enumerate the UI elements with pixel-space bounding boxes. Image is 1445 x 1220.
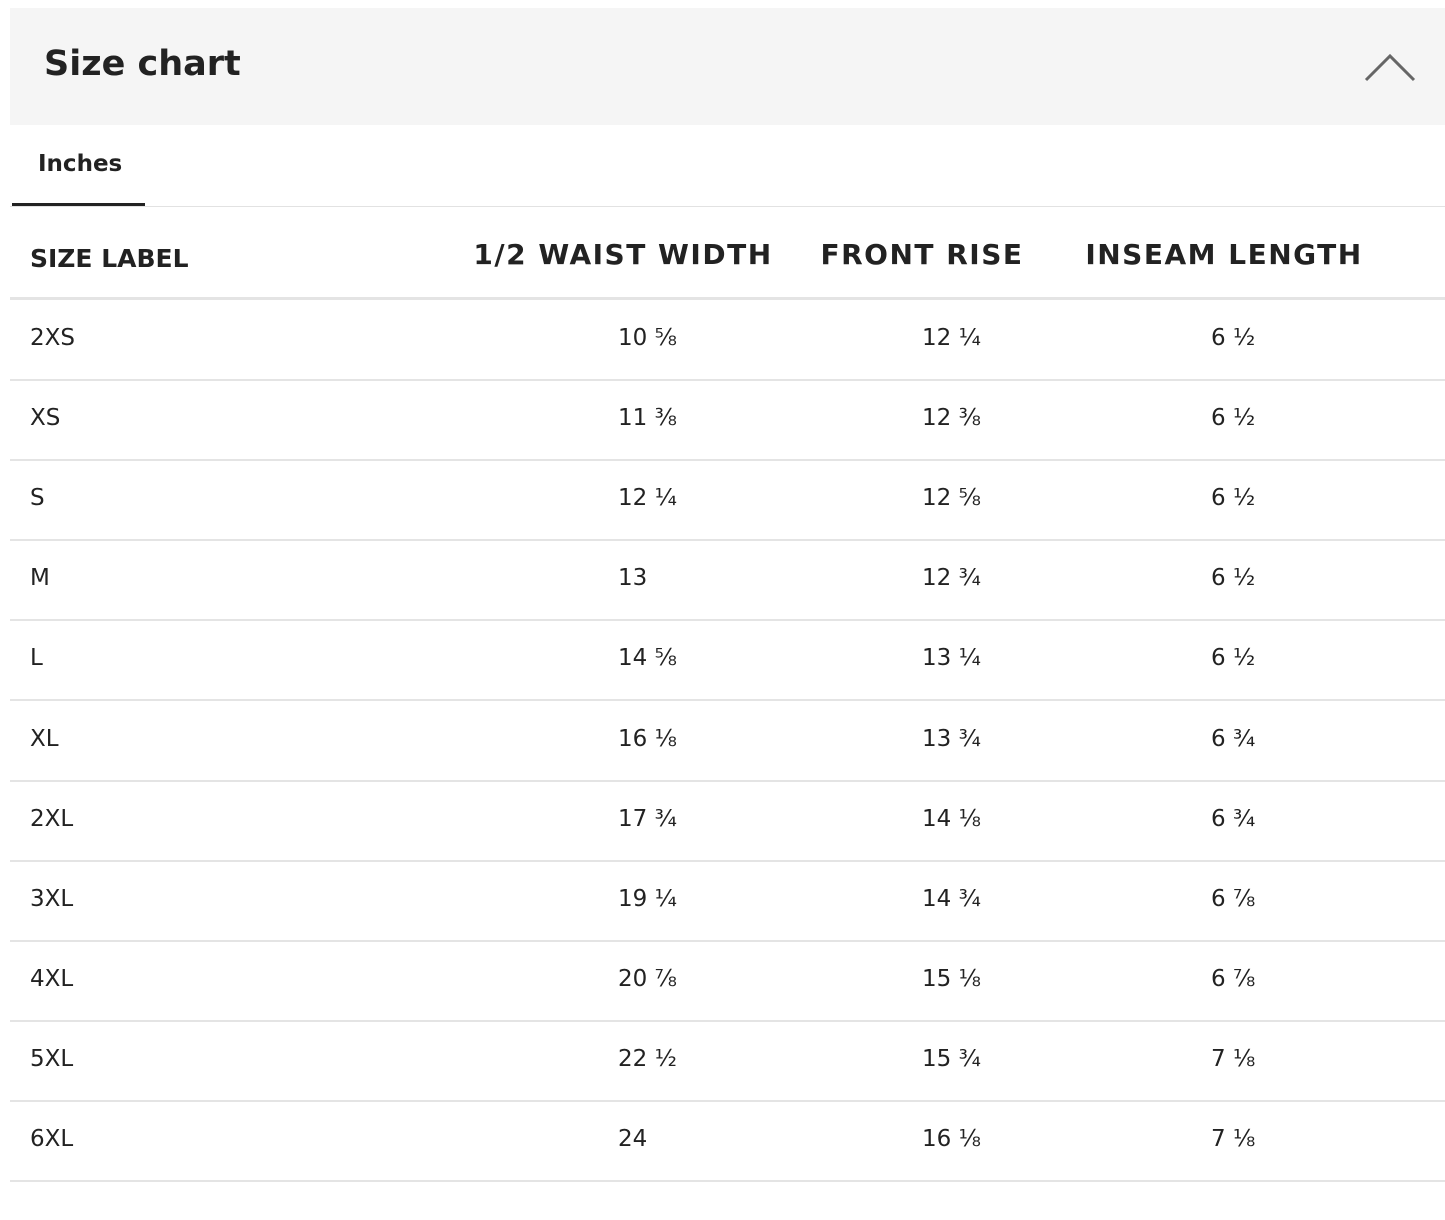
measurement: 19 ¼ — [618, 885, 677, 912]
header-divider — [10, 297, 1445, 300]
size-label: 4XL — [30, 965, 74, 992]
measurement: 12 ⅜ — [922, 405, 981, 432]
measurement: 6 ½ — [1211, 405, 1256, 432]
size-label: 3XL — [30, 885, 74, 912]
size-label: M — [30, 565, 50, 592]
measurement: 6 ¾ — [1211, 805, 1256, 832]
row-divider — [10, 1180, 1445, 1182]
measurement: 14 ⅝ — [618, 645, 677, 672]
row-divider — [10, 1099, 1445, 1102]
column-header: FRONT RISE — [820, 238, 1024, 271]
tab-underline — [12, 203, 145, 206]
row-divider — [10, 619, 1445, 622]
column-header: INSEAM LENGTH — [1085, 238, 1363, 271]
measurement: 15 ⅛ — [922, 965, 981, 992]
measurement: 13 ¼ — [922, 645, 981, 672]
measurement: 7 ⅛ — [1211, 1045, 1256, 1072]
panel-title: Size chart — [44, 44, 241, 84]
size-label: S — [30, 485, 45, 512]
measurement: 13 — [618, 565, 648, 592]
measurement: 12 ¼ — [922, 325, 981, 351]
measurement: 11 ⅜ — [618, 405, 677, 432]
measurement: 6 ¾ — [1211, 725, 1256, 752]
measurement: 7 ⅛ — [1211, 1126, 1256, 1152]
row-divider — [10, 539, 1445, 542]
measurement: 13 ¾ — [922, 725, 981, 752]
measurement: 16 ⅛ — [618, 725, 677, 752]
measurement: 15 ¾ — [922, 1045, 981, 1072]
size-label: XL — [30, 725, 59, 752]
measurement: 24 — [618, 1126, 648, 1152]
tab-border — [10, 206, 1445, 207]
measurement: 22 ½ — [618, 1045, 677, 1072]
row-divider — [10, 779, 1445, 782]
row-divider — [10, 1019, 1445, 1022]
measurement: 12 ⅝ — [922, 485, 981, 512]
measurement: 12 ¼ — [618, 485, 677, 512]
measurement: 14 ⅛ — [922, 805, 981, 832]
size-label: 6XL — [30, 1126, 74, 1152]
row-divider — [10, 379, 1445, 381]
measurement: 20 ⅞ — [618, 965, 677, 992]
unit-tab[interactable]: Inches — [38, 151, 123, 177]
size-label: 2XS — [30, 325, 75, 351]
measurement: 16 ⅛ — [922, 1126, 981, 1152]
measurement: 6 ½ — [1211, 565, 1256, 592]
measurement: 6 ⅞ — [1211, 885, 1256, 912]
row-divider — [10, 699, 1445, 702]
row-divider — [10, 459, 1445, 462]
measurement: 6 ½ — [1211, 645, 1256, 672]
measurement: 6 ⅞ — [1211, 965, 1256, 992]
measurement: 6 ½ — [1211, 325, 1256, 351]
accordion-header[interactable] — [10, 8, 1445, 125]
collapse-chevron[interactable] — [1362, 48, 1418, 84]
row-divider — [10, 859, 1445, 862]
row-divider — [10, 939, 1445, 942]
size-label: XS — [30, 405, 61, 432]
measurement: 17 ¾ — [618, 805, 677, 832]
measurement: 6 ½ — [1211, 485, 1256, 512]
size-label: L — [30, 645, 43, 672]
column-header: 1/2 WAIST WIDTH — [473, 238, 773, 271]
measurement: 14 ¾ — [922, 885, 981, 912]
measurement: 10 ⅝ — [618, 325, 677, 351]
column-header: SIZE LABEL — [30, 244, 189, 273]
measurement: 12 ¾ — [922, 565, 981, 592]
size-label: 2XL — [30, 805, 74, 832]
size-label: 5XL — [30, 1045, 74, 1072]
